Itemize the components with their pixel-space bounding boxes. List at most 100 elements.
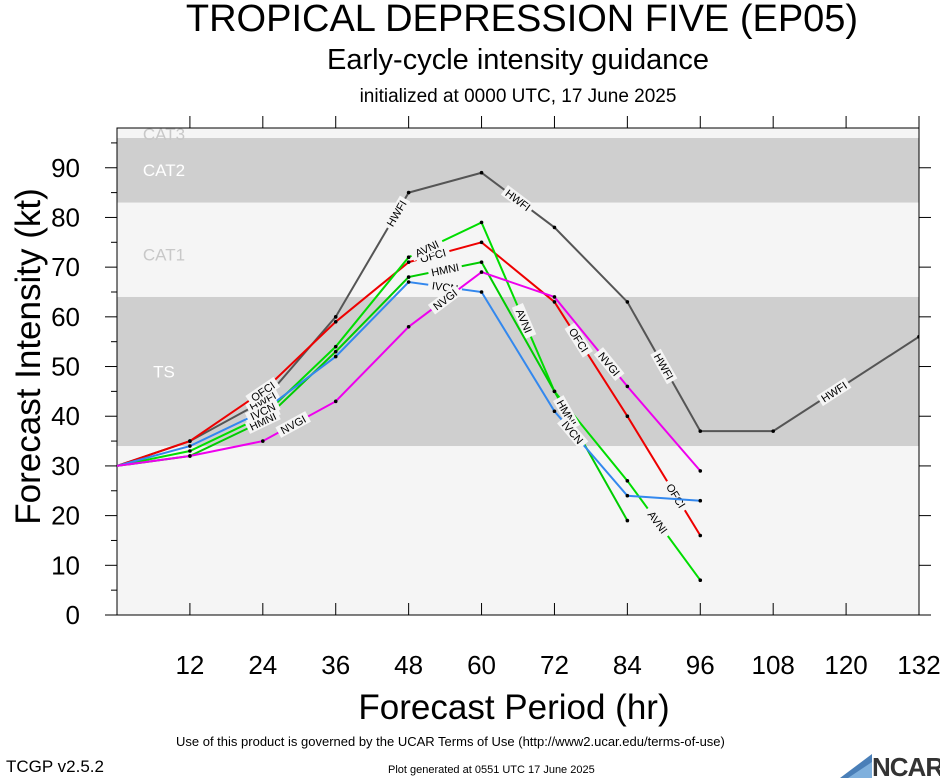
series-label-bg	[593, 347, 625, 382]
chart-subtitle: Early-cycle intensity guidance	[326, 44, 709, 76]
generated-timestamp: Plot generated at 0551 UTC 17 June 2025	[388, 764, 595, 776]
x-tick-label: 96	[686, 650, 715, 680]
data-point	[333, 315, 338, 319]
series-label-bg	[427, 260, 463, 279]
data-point	[698, 498, 703, 503]
data-point	[333, 399, 338, 404]
data-point	[698, 578, 703, 583]
initialization-time: initialized at 0000 UTC, 17 June 2025	[359, 86, 677, 107]
y-tick-label: 80	[51, 202, 80, 232]
data-point	[552, 300, 557, 304]
y-tick-label: 60	[51, 302, 80, 332]
y-tick-label: 20	[51, 501, 80, 531]
data-point	[406, 260, 411, 264]
plot-area: TS CAT1 CAT2 CAT3	[117, 125, 919, 615]
y-tick-label: 90	[51, 153, 80, 183]
series-label-bg	[557, 415, 589, 450]
series-line	[117, 261, 629, 522]
intensity-band	[117, 202, 919, 297]
data-point	[552, 409, 557, 414]
data-point	[625, 300, 630, 304]
series-label-bg	[650, 348, 678, 385]
data-point	[406, 275, 411, 279]
series-label: HMNI	[430, 262, 460, 279]
band-label: CAT1	[143, 246, 185, 265]
ncar-logo-text: NCAR	[872, 752, 940, 782]
data-point	[625, 518, 630, 523]
y-tick-label: 30	[51, 451, 80, 481]
data-point	[625, 493, 630, 498]
data-point	[479, 170, 484, 175]
series-label-bg	[382, 195, 411, 232]
data-point	[333, 344, 338, 349]
x-tick-label: 12	[175, 650, 204, 680]
series-label-bg	[245, 376, 281, 406]
y-tick-label: 50	[51, 352, 80, 382]
x-tick-label: 120	[824, 650, 867, 680]
y-tick-label: 70	[51, 252, 80, 282]
data-point	[406, 280, 411, 284]
data-point	[188, 454, 192, 458]
version-label: TCGP v2.5.2	[6, 757, 104, 776]
series-label-bg	[511, 302, 537, 339]
data-point	[406, 324, 411, 329]
x-tick-label: 24	[248, 650, 277, 680]
series-label-bg	[564, 322, 593, 358]
series-label-bg	[642, 504, 673, 540]
data-point	[625, 479, 630, 483]
series-label-bg	[245, 387, 281, 415]
data-point	[698, 469, 703, 473]
series-label-bg	[553, 395, 581, 431]
terms-of-use-note: Use of this product is governed by the U…	[176, 734, 725, 749]
data-point	[698, 429, 703, 433]
data-point	[188, 449, 192, 453]
data-point	[333, 349, 338, 354]
band-label: CAT3	[143, 125, 185, 144]
band-label: TS	[153, 363, 175, 382]
x-tick-label: 72	[540, 650, 569, 680]
x-tick-label: 36	[321, 650, 350, 680]
x-tick-label: 108	[751, 650, 794, 680]
y-tick-label: 40	[51, 401, 80, 431]
y-tick-label: 0	[66, 600, 80, 630]
data-point	[333, 354, 338, 359]
series-label-bg	[500, 185, 536, 216]
intensity-band	[117, 446, 919, 615]
data-point	[479, 240, 484, 245]
band-label: CAT2	[143, 161, 185, 180]
data-point	[333, 320, 338, 324]
series-label-bg	[661, 478, 690, 514]
data-point	[771, 429, 775, 433]
data-point	[479, 270, 484, 274]
chart-title: TROPICAL DEPRESSION FIVE (EP05)	[185, 0, 859, 40]
x-tick-label: 60	[467, 650, 496, 680]
series-label-bg	[275, 411, 311, 438]
intensity-band	[117, 128, 919, 138]
data-point	[479, 260, 484, 264]
data-point	[698, 533, 703, 538]
series-label-bg	[244, 408, 281, 434]
data-point	[625, 384, 630, 389]
y-tick-label: 10	[51, 550, 80, 580]
series-label-bg	[408, 235, 445, 262]
x-tick-label: 84	[613, 650, 642, 680]
intensity-band	[117, 137, 919, 203]
data-point	[552, 225, 557, 230]
data-point	[261, 439, 265, 443]
data-point	[406, 255, 411, 260]
series-label-bg	[414, 245, 451, 266]
data-point	[625, 414, 630, 419]
series-label-bg	[427, 284, 463, 315]
series-label-bg	[244, 398, 281, 424]
data-point	[188, 439, 192, 443]
series-label-bg	[816, 377, 852, 407]
y-axis-label: Forecast Intensity (kt)	[9, 188, 48, 524]
data-point	[188, 444, 192, 448]
ncar-logo-icon	[840, 754, 872, 778]
data-point	[406, 190, 411, 195]
data-point	[917, 334, 919, 339]
plot-frame	[116, 127, 920, 616]
x-tick-label: 132	[897, 650, 940, 680]
